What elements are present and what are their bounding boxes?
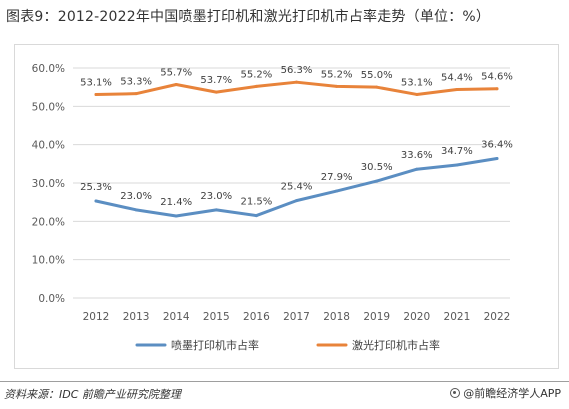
chart-frame bbox=[14, 44, 559, 369]
x-tick-label: 2022 bbox=[484, 311, 511, 323]
data-point bbox=[214, 90, 218, 94]
data-label: 21.4% bbox=[160, 197, 192, 208]
x-tick-label: 2020 bbox=[403, 311, 430, 323]
data-label: 54.6% bbox=[481, 72, 513, 83]
data-label: 25.3% bbox=[80, 182, 112, 193]
data-label: 55.2% bbox=[241, 69, 273, 80]
x-tick-label: 2013 bbox=[123, 311, 150, 323]
data-label: 53.3% bbox=[120, 77, 152, 88]
data-label: 55.2% bbox=[321, 69, 353, 80]
data-label: 23.0% bbox=[120, 191, 152, 202]
x-tick-label: 2021 bbox=[444, 311, 471, 323]
footer-divider bbox=[0, 381, 569, 382]
x-tick-label: 2014 bbox=[163, 311, 190, 323]
y-tick-label: 10.0% bbox=[32, 255, 65, 267]
data-point bbox=[495, 87, 499, 91]
x-tick-label: 2012 bbox=[83, 311, 110, 323]
y-tick-label: 20.0% bbox=[32, 216, 65, 228]
y-tick-label: 0.0% bbox=[38, 293, 65, 305]
x-tick-label: 2018 bbox=[323, 311, 350, 323]
data-point bbox=[455, 163, 459, 167]
legend-label: 喷墨打印机市占率 bbox=[171, 338, 259, 352]
data-point bbox=[254, 84, 258, 88]
data-point bbox=[134, 92, 138, 96]
data-label: 21.5% bbox=[241, 197, 273, 208]
legend-label: 激光打印机市占率 bbox=[352, 338, 440, 352]
data-label: 25.4% bbox=[281, 182, 313, 193]
data-point bbox=[295, 199, 298, 203]
data-point bbox=[214, 208, 218, 212]
data-point bbox=[94, 199, 98, 203]
y-tick-label: 40.0% bbox=[32, 140, 65, 152]
data-label: 55.7% bbox=[160, 67, 192, 78]
data-point bbox=[415, 92, 419, 96]
data-point bbox=[254, 214, 258, 218]
x-tick-label: 2019 bbox=[363, 311, 390, 323]
data-point bbox=[174, 82, 178, 86]
data-point bbox=[134, 208, 138, 212]
data-point bbox=[375, 85, 379, 89]
data-point bbox=[174, 214, 178, 218]
line-chart: 0.0% 10.0% 20.0% 30.0% 40.0% 50.0% 60.0% 2012 20… bbox=[32, 63, 513, 352]
y-tick-label: 50.0% bbox=[32, 101, 65, 113]
data-label: 53.1% bbox=[401, 77, 433, 88]
y-tick-label: 30.0% bbox=[32, 178, 65, 190]
data-label: 53.7% bbox=[200, 75, 232, 86]
data-label: 53.1% bbox=[80, 77, 112, 88]
data-label: 33.6% bbox=[401, 150, 433, 161]
data-label: 54.4% bbox=[441, 72, 473, 83]
x-tick-label: 2016 bbox=[243, 311, 270, 323]
series-line-2 bbox=[94, 80, 499, 96]
data-label: 36.4% bbox=[481, 139, 513, 150]
data-label: 56.3% bbox=[281, 65, 313, 76]
data-point bbox=[455, 87, 459, 91]
x-tick-label: 2015 bbox=[203, 311, 230, 323]
x-tick-label: 2017 bbox=[283, 311, 310, 323]
data-point bbox=[295, 80, 298, 84]
data-label: 55.0% bbox=[361, 70, 393, 81]
data-label: 30.5% bbox=[361, 162, 393, 173]
brand-label: @前瞻经济学人APP bbox=[463, 387, 561, 400]
data-label: 27.9% bbox=[321, 172, 353, 183]
data-point bbox=[335, 189, 339, 193]
data-point bbox=[94, 92, 98, 96]
y-tick-label: 60.0% bbox=[32, 63, 65, 75]
brand-credit[interactable]: @前瞻经济学人APP bbox=[450, 385, 561, 401]
data-label: 34.7% bbox=[441, 146, 473, 157]
data-label: 23.0% bbox=[200, 191, 232, 202]
data-point bbox=[375, 179, 379, 183]
data-point bbox=[335, 84, 339, 88]
source-note: 资料来源：IDC 前瞻产业研究院整理 bbox=[4, 388, 181, 401]
data-point bbox=[495, 156, 499, 160]
chart-title: 图表9：2012-2022年中国喷墨打印机和激光打印机市占率走势（单位：%） bbox=[6, 9, 491, 25]
data-point bbox=[415, 167, 419, 171]
circle-logo-icon bbox=[450, 388, 461, 398]
